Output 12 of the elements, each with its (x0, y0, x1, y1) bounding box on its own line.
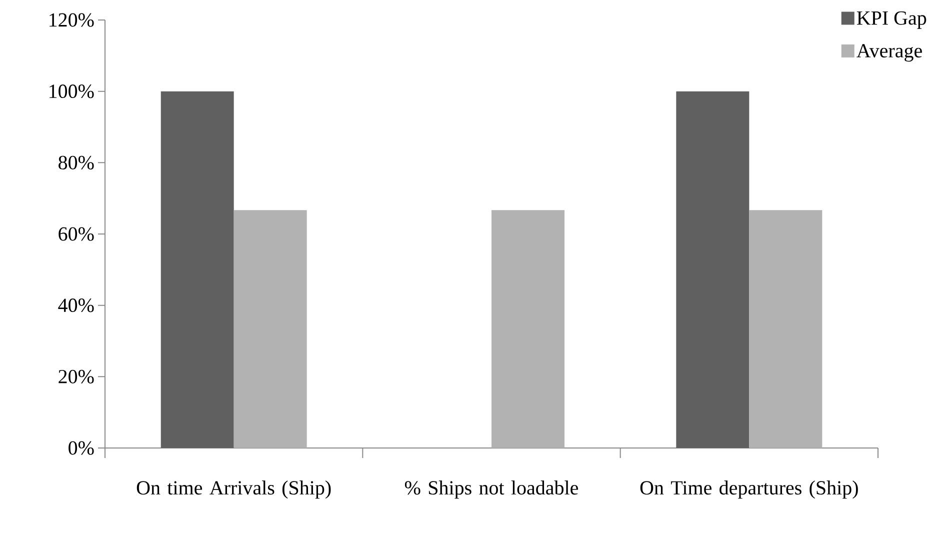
y-tick-label: 40% (58, 298, 94, 312)
y-tick-label: 80% (58, 156, 94, 170)
y-tick-label: 0% (68, 441, 94, 455)
x-tick-label: % Ships not loadable (404, 480, 578, 499)
x-tick-label: On Time departures (Ship) (640, 480, 858, 499)
legend-label: Average (856, 44, 922, 62)
y-tick-label: 60% (58, 227, 94, 241)
y-tick-label: 20% (58, 370, 94, 384)
x-tick-label: On time Arrivals (Ship) (136, 480, 331, 499)
legend-label: KPI Gap (856, 11, 926, 29)
y-tick-label: 100% (50, 84, 94, 98)
y-tick-label: 120% (50, 13, 94, 27)
